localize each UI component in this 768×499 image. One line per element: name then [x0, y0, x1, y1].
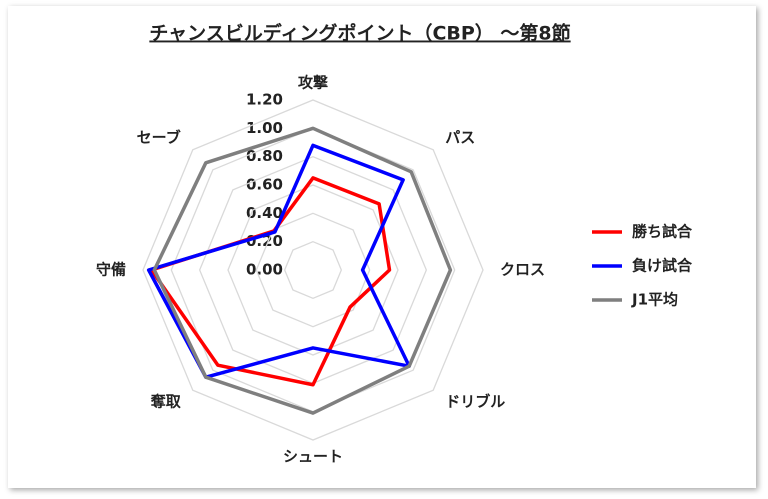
r-tick-label: 0.00: [246, 261, 283, 279]
legend-label: 負け試合: [632, 257, 693, 275]
legend-label: J1平均: [631, 291, 678, 309]
series-line: [146, 143, 411, 379]
chart-panel: [8, 6, 756, 488]
grid-ring: [255, 212, 371, 328]
axis-label: ドリブル: [445, 393, 505, 411]
axis-label: パス: [445, 128, 475, 146]
series-line: [152, 126, 453, 415]
axis-label: セーブ: [137, 128, 181, 146]
axis-label: 守備: [96, 261, 126, 279]
grid-ring: [142, 99, 484, 441]
axis-label: 奪取: [150, 393, 182, 411]
axis-label: シュート: [283, 448, 343, 466]
grid-ring: [283, 240, 343, 300]
chart-title: チャンスビルディングポイント（CBP） ～第8節: [149, 22, 570, 45]
r-tick-label: 1.20: [246, 91, 283, 109]
axis-label: クロス: [500, 261, 545, 279]
axis-label: 攻撃: [298, 74, 328, 92]
r-tick-label: 1.00: [246, 119, 283, 137]
legend-label: 勝ち試合: [632, 223, 693, 241]
r-tick-label: 0.60: [246, 176, 283, 194]
